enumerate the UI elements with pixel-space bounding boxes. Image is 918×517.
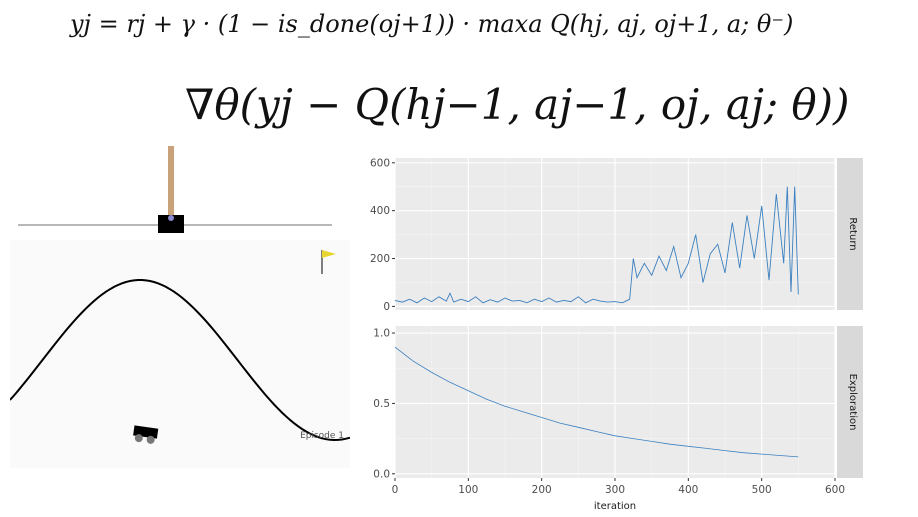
x-tick-label: 400 [678, 484, 698, 496]
target-equation: yj = rj + γ · (1 − is_done(oj+1)) · maxa… [70, 10, 794, 38]
facet-label-return: Return [847, 217, 858, 250]
x-tick-label: 0 [392, 484, 399, 496]
x-tick-label: 600 [825, 484, 845, 496]
gradient-equation: ∇θ(yj − Q(hj−1, aj−1, oj, aj; θ)) [185, 80, 850, 129]
y-tick-label: 400 [370, 205, 390, 217]
facet-strip-0 [837, 158, 863, 310]
mountain-curve [10, 279, 350, 442]
cartpole-cart [158, 215, 184, 233]
series-line-return [394, 186, 799, 304]
facet-strip-1 [837, 326, 863, 478]
x-tick-label: 100 [458, 484, 478, 496]
y-tick-label: 1.0 [373, 328, 390, 340]
facet-label-exploration: Exploration [847, 374, 858, 431]
y-tick-label: 0.0 [373, 468, 390, 480]
cartpole-pole [168, 146, 174, 218]
facet-chart: 0 200 400 600 Return 0.0 0.5 1.0 Exploration 0 100… [370, 157, 863, 512]
mountain-car-render: Episode 1 [10, 240, 350, 468]
y-tick-label: 600 [370, 157, 390, 169]
cartpole-axle [168, 215, 174, 221]
y-tick-label: 0.5 [373, 398, 390, 410]
series-line-exploration [394, 346, 799, 458]
x-tick-label: 500 [752, 484, 772, 496]
cartpole-render [18, 146, 332, 233]
goal-flag-icon [322, 250, 336, 258]
mountain-car [133, 425, 159, 444]
x-axis-title: iteration [594, 501, 636, 512]
x-tick-label: 200 [532, 484, 552, 496]
x-tick-label: 300 [605, 484, 625, 496]
y-tick-label: 0 [383, 301, 390, 313]
y-tick-label: 200 [370, 253, 390, 265]
episode-label: Episode 1 [300, 431, 344, 441]
